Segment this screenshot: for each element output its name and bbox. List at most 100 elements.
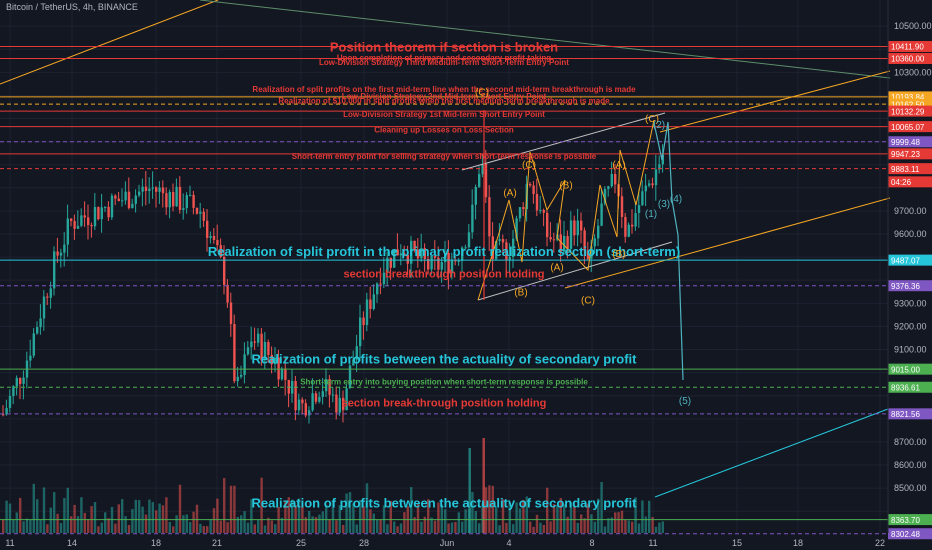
candle-body: [654, 169, 658, 186]
wave-label: (C): [581, 295, 595, 306]
volume-bar: [559, 497, 562, 533]
price-level-tag: [888, 121, 932, 133]
price-level-tag: [888, 98, 932, 110]
candle-body: [481, 163, 484, 175]
candle-body: [576, 220, 579, 236]
candle-body: [155, 187, 158, 192]
x-axis-tick-label: 15: [732, 538, 742, 548]
candle-body: [515, 218, 518, 239]
volume-bar: [219, 520, 222, 533]
candle-body: [161, 187, 165, 194]
candle-body: [365, 299, 369, 325]
price-level-label: 8936.61: [891, 383, 920, 392]
y-axis-tick-label: 9100.00: [894, 345, 927, 355]
candle-body: [644, 185, 647, 192]
candle-body: [410, 240, 413, 264]
volume-bar: [403, 512, 406, 533]
volume-bar: [617, 512, 620, 533]
candle-body: [178, 186, 182, 210]
candle-body: [53, 251, 56, 289]
volume-bar: [168, 521, 171, 533]
candle-body: [386, 257, 389, 273]
candle-body: [110, 195, 114, 218]
volume-bar: [342, 524, 345, 533]
candle-body: [124, 191, 127, 201]
volume-bar: [165, 497, 168, 533]
chart-annotation: Short-term entry into buying position wh…: [300, 378, 588, 387]
y-axis-tick-label: 8700.00: [894, 437, 927, 447]
candle-body: [359, 317, 362, 347]
volume-bar: [355, 524, 358, 533]
volume-bar: [488, 485, 491, 533]
candle-body: [549, 237, 552, 240]
price-level-tag: [888, 91, 932, 103]
candle-body: [246, 347, 250, 355]
candle-body: [597, 225, 600, 239]
candle-body: [542, 209, 545, 213]
price-level-label: 9015.00: [891, 365, 920, 374]
volume-bar: [529, 521, 532, 533]
volume-bar: [148, 499, 151, 533]
volume-bar: [97, 526, 100, 533]
chart-annotation: Realization of profits between the actua…: [252, 351, 638, 366]
candle-body: [501, 239, 505, 243]
candle-body: [36, 327, 39, 334]
price-level-label: 04:26: [891, 178, 912, 187]
candle-body: [437, 257, 440, 270]
volume-bar: [124, 516, 127, 533]
price-level-tag: [888, 381, 932, 393]
candle-body: [512, 238, 515, 257]
candle-body: [206, 220, 209, 238]
candle-body: [151, 187, 154, 189]
volume-bar: [39, 519, 42, 533]
candle-body: [284, 368, 287, 380]
candle-body: [219, 245, 222, 257]
volume-bar: [552, 504, 556, 533]
volume-bar: [603, 526, 607, 533]
candle-body: [610, 173, 613, 187]
candle-body: [297, 399, 301, 411]
price-level-label: 10193.84: [891, 93, 925, 102]
candle-body: [46, 296, 49, 298]
candle-body: [379, 283, 382, 285]
projection-line-cyan: [654, 408, 889, 498]
candle-body: [32, 333, 35, 356]
volume-bar: [359, 500, 362, 533]
wave-path-teal: [653, 121, 684, 381]
volume-bar: [498, 525, 501, 533]
candle-body: [301, 399, 304, 404]
candle-body: [87, 217, 90, 226]
volume-bar: [634, 497, 637, 533]
candle-body: [226, 284, 229, 303]
channel-upper-line: [659, 70, 891, 133]
wave-label: (5): [679, 396, 691, 407]
volume-bar: [484, 487, 488, 533]
candle-body: [586, 250, 590, 259]
candle-body: [182, 208, 185, 210]
volume-bar: [246, 522, 250, 533]
volume-bar: [505, 522, 508, 533]
price-level-tag: [888, 136, 932, 148]
volume-bar: [22, 521, 25, 533]
candle-body: [539, 209, 542, 211]
wave-label: (4): [670, 194, 682, 205]
candle-body: [393, 249, 396, 268]
candle-body: [56, 251, 59, 256]
price-level-tag: [888, 163, 932, 175]
volume-bar: [576, 522, 579, 533]
candle-body: [73, 220, 76, 229]
volume-bar: [46, 524, 49, 533]
volume-bar: [291, 499, 294, 533]
candle-body: [505, 242, 508, 260]
volume-bar: [144, 514, 148, 533]
wave-label: (A): [612, 160, 625, 171]
candle-body: [270, 354, 273, 365]
volume-bar: [352, 503, 355, 533]
candle-body: [338, 397, 341, 413]
candle-body: [195, 207, 199, 214]
trendline-orange-upper: [0, 0, 219, 85]
candle-body: [117, 198, 120, 202]
candle-body: [148, 188, 151, 191]
price-level-label: 9376.36: [891, 282, 920, 291]
